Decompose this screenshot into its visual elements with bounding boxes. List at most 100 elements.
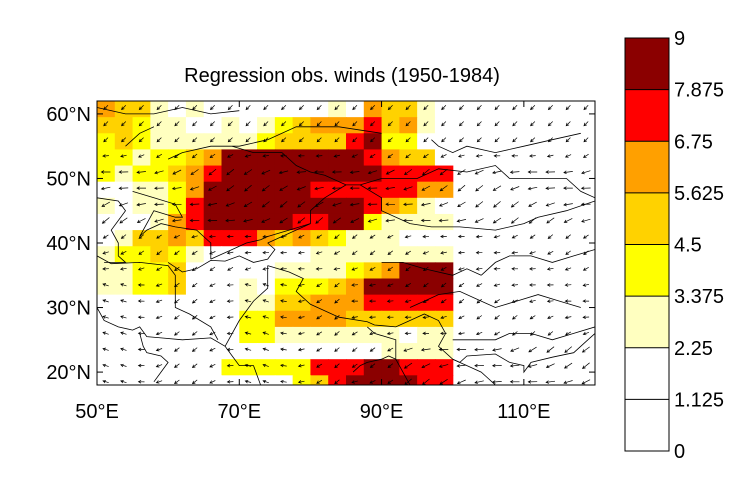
wind-arrow: [279, 185, 288, 191]
heatmap-cell: [346, 101, 365, 118]
wind-arrow: [405, 137, 411, 143]
heatmap-cell: [168, 230, 187, 247]
wind-arrow: [244, 347, 252, 352]
wind-arrow: [315, 267, 323, 271]
wind-arrow: [138, 121, 144, 127]
heatmap-cell: [150, 262, 169, 280]
wind-arrow: [189, 202, 200, 207]
heatmap-cell: [328, 149, 347, 167]
wind-arrow: [119, 217, 128, 224]
wind-arrow: [530, 121, 536, 127]
x-tick-label: 110°E: [497, 401, 550, 423]
heatmap-cell: [221, 246, 240, 263]
heatmap-cell: [150, 133, 169, 151]
heatmap-cell: [434, 294, 454, 312]
wind-arrow: [209, 347, 216, 352]
wind-arrow: [494, 105, 500, 111]
heatmap-cell: [221, 213, 240, 231]
y-axis: 20°N 30°N 40°N 50°N 60°N: [46, 104, 595, 384]
wind-arrow: [440, 315, 447, 320]
wind-arrow: [174, 105, 180, 111]
heatmap-cell: [168, 359, 187, 376]
heatmap-cell: [292, 310, 312, 328]
wind-arrow: [100, 170, 111, 174]
wind-arrow: [457, 251, 465, 255]
wind-arrow: [582, 266, 589, 271]
wind-arrow: [262, 363, 269, 368]
heatmap-cell: [168, 101, 187, 118]
wind-arrow: [493, 331, 500, 336]
heatmap-cell: [185, 294, 205, 312]
heatmap-cell: [150, 230, 169, 247]
wind-arrow: [511, 267, 518, 271]
wind-arrow: [423, 137, 429, 143]
wind-arrow: [191, 298, 198, 304]
y-tick-label: 30°N: [46, 298, 91, 320]
wind-arrow: [298, 121, 304, 127]
wind-arrow: [191, 153, 198, 159]
heatmap-cell: [310, 117, 329, 134]
wind-arrow: [367, 218, 378, 223]
wind-arrow: [174, 121, 180, 127]
wind-arrow: [440, 266, 447, 271]
wind-arrow: [387, 121, 393, 127]
heatmap-cell: [132, 343, 151, 360]
heatmap-cell: [434, 246, 454, 263]
heatmap-cell: [328, 343, 347, 360]
map-boundary: [97, 255, 219, 340]
heatmap-cell: [221, 149, 240, 167]
heatmap-cell: [292, 375, 312, 385]
wind-arrow: [493, 235, 501, 239]
heatmap-cell: [293, 391, 311, 408]
heatmap-cell: [168, 294, 187, 312]
wind-arrow: [456, 219, 467, 223]
wind-arrow: [297, 201, 306, 208]
heatmap-cell: [310, 230, 329, 247]
heatmap-cell: [363, 117, 383, 134]
heatmap-cell: [239, 326, 258, 344]
heatmap-cell: [185, 133, 205, 151]
heatmap-cell: [346, 117, 365, 134]
wind-arrow: [512, 137, 518, 143]
wind-arrow: [207, 218, 218, 223]
wind-arrow: [102, 363, 109, 368]
wind-arrow: [172, 169, 182, 175]
wind-arrow: [155, 283, 163, 287]
heatmap-cell: [203, 375, 223, 385]
wind-arrow: [528, 346, 537, 353]
map-boundary: [97, 107, 240, 115]
heatmap-cell: [417, 359, 436, 376]
wind-arrow: [564, 154, 572, 158]
heatmap-cell: [114, 294, 134, 312]
heatmap-cell: [203, 165, 223, 183]
heatmap-cell: [185, 375, 205, 385]
wind-arrow: [403, 202, 413, 207]
heatmap-cell: [328, 326, 347, 344]
wind-arrow: [582, 234, 589, 239]
heatmap-cell: [381, 326, 400, 344]
wind-arrow: [137, 283, 145, 287]
wind-arrow: [120, 250, 127, 255]
heatmap-cell: [328, 133, 347, 151]
wind-arrow: [189, 186, 200, 191]
wind-arrow: [191, 234, 198, 239]
heatmap-cell: [417, 310, 436, 328]
heatmap-cell: [310, 375, 329, 385]
heatmap-cell: [257, 246, 276, 263]
wind-arrow: [192, 121, 198, 127]
heatmap-cell: [292, 246, 312, 263]
wind-arrow: [457, 169, 466, 175]
wind-arrow: [280, 347, 287, 352]
wind-arrow: [280, 299, 287, 303]
wind-arrow: [367, 170, 378, 175]
wind-arrow: [315, 154, 323, 158]
wind-arrow: [296, 170, 307, 174]
heatmap-cell: [399, 197, 418, 215]
wind-arrow: [191, 250, 198, 255]
heatmap-cell: [363, 197, 383, 215]
wind-arrow: [546, 346, 555, 353]
heatmap-cell: [434, 310, 454, 328]
wind-arrow: [334, 363, 340, 369]
heatmap-cell: [292, 101, 312, 118]
